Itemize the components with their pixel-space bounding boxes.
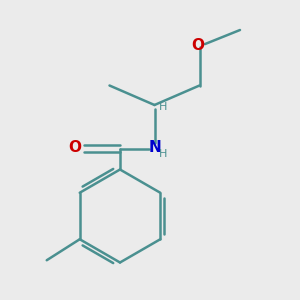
Text: H: H xyxy=(159,149,167,159)
Text: O: O xyxy=(191,38,205,53)
Text: N: N xyxy=(148,140,161,155)
Text: O: O xyxy=(68,140,82,155)
Text: H: H xyxy=(159,102,167,112)
